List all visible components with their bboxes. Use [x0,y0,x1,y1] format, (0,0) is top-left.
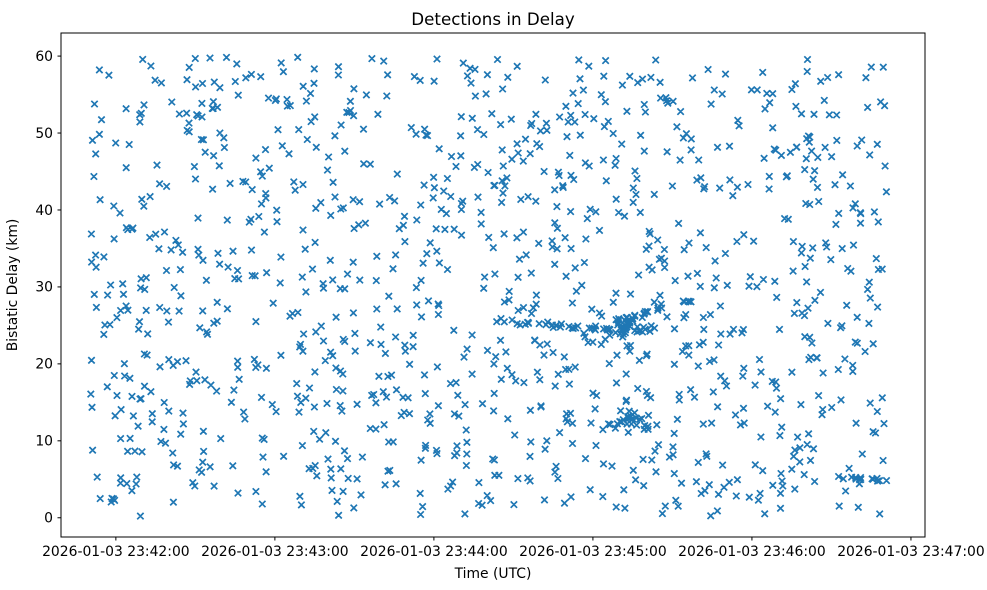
x-tick-label: 2026-01-03 23:44:00 [360,544,508,560]
x-tick-label: 2026-01-03 23:45:00 [519,544,667,560]
plot-area [60,32,926,538]
y-tick-label: 40 [35,203,53,219]
x-tick-label: 2026-01-03 23:46:00 [678,544,826,560]
y-tick-label: 20 [35,357,53,373]
y-tick-label: 0 [44,511,53,527]
y-tick-label: 10 [35,434,53,450]
x-tick-label: 2026-01-03 23:43:00 [201,544,349,560]
y-axis-label: Bistatic Delay (km) [5,219,21,352]
y-tick-label: 30 [35,280,53,296]
y-tick-label: 60 [35,49,53,65]
x-axis-ticks: 2026-01-03 23:42:00 2026-01-03 23:43:00 20… [42,537,985,560]
x-tick-label: 2026-01-03 23:47:00 [837,544,985,560]
x-tick-label: 2026-01-03 23:42:00 [42,544,190,560]
chart-title: Detections in Delay [411,9,575,29]
y-axis-ticks: 0 10 20 30 40 50 60 [35,49,61,527]
scatter-markers [86,53,891,520]
y-tick-label: 50 [35,126,53,142]
x-axis-label: Time (UTC) [454,566,532,582]
